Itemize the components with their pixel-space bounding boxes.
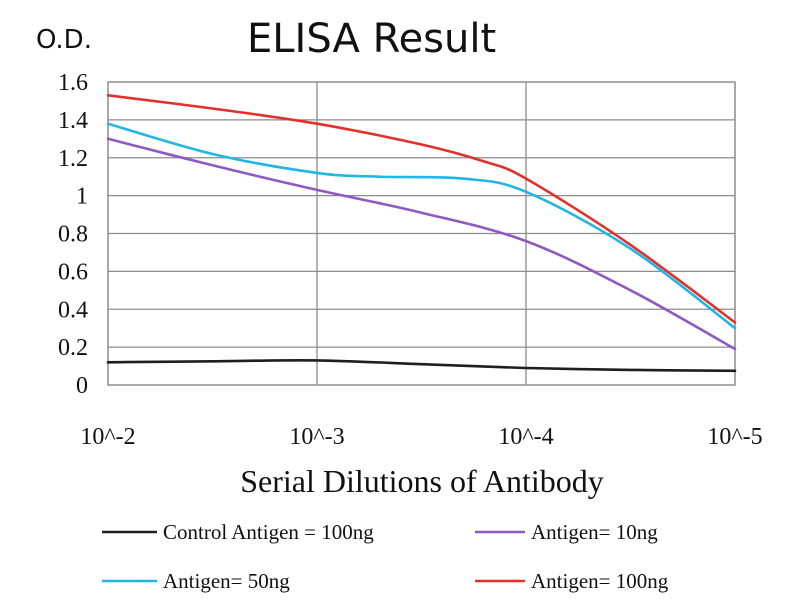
x-tick-label: 10^-5 <box>707 424 762 450</box>
legend: Control Antigen = 100ng Antigen= 10ng Anti… <box>102 520 669 593</box>
plot-frame <box>107 81 736 386</box>
y-tick-label: 1.6 <box>58 70 88 96</box>
legend-label-2: Antigen= 10ng <box>531 520 658 544</box>
series-lines <box>106 94 737 373</box>
x-tick-label: 10^-3 <box>289 424 344 450</box>
legend-label-1: Control Antigen = 100ng <box>163 520 374 544</box>
y-tick-label: 1.2 <box>58 146 88 172</box>
series-line-1 <box>106 358 737 373</box>
y-tick-label: 0.6 <box>58 259 88 285</box>
y-tick-labels: 0 0.2 0.4 0.6 0.8 1 1.2 1.4 1.6 <box>58 70 88 399</box>
chart-title: ELISA Result <box>247 16 496 62</box>
legend-label-3: Antigen= 50ng <box>163 569 290 593</box>
legend-label-4: Antigen= 100ng <box>531 569 669 593</box>
y-tick-label: 0.2 <box>58 335 88 361</box>
series-line-4 <box>106 94 737 324</box>
y-axis-title: O.D. <box>36 25 92 55</box>
y-tick-label: 1 <box>76 184 88 210</box>
y-tick-label: 0.8 <box>58 222 88 248</box>
x-axis-title: Serial Dilutions of Antibody <box>240 463 604 499</box>
x-tick-label: 10^-4 <box>498 424 553 450</box>
y-tick-label: 0.4 <box>58 297 88 323</box>
y-tick-label: 1.4 <box>58 108 88 134</box>
series-line-3 <box>106 122 737 330</box>
series-line-2 <box>106 137 737 351</box>
gridlines <box>107 81 736 386</box>
x-tick-label: 10^-2 <box>80 424 135 450</box>
y-tick-label: 0 <box>76 373 88 399</box>
x-tick-labels: 10^-2 10^-3 10^-4 10^-5 <box>80 424 762 450</box>
